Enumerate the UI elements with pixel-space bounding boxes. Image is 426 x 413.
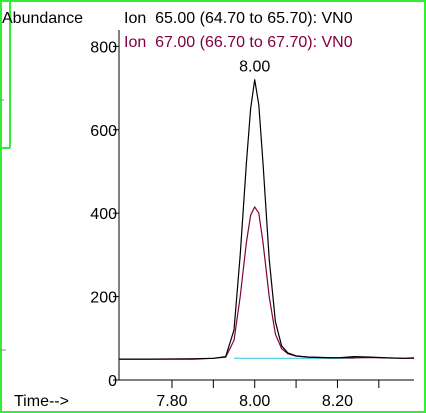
legend-entry-ion-65: Ion 65.00 (64.70 to 65.70): VN0 [124,10,353,27]
x-axis-ticks: 7.80 8.00 8.20 [156,380,380,410]
y-axis-ticks: 0 200 400 600 800 [90,39,119,390]
x-tick-label: 8.00 [239,393,270,410]
y-tick-label: 200 [90,290,117,307]
peak-label: 8.00 [239,59,270,76]
series-line-0 [119,79,415,360]
y-tick-label: 800 [90,39,117,56]
series-line-1 [119,206,414,360]
y-axis-title: Abundance [2,10,83,27]
legend-entry-ion-67: Ion 67.00 (66.70 to 67.70): VN0 [124,34,353,51]
x-tick-label: 7.80 [156,393,187,410]
y-tick-label: 600 [90,123,117,140]
series-layer [119,79,415,360]
annotation-layer: 8.00 [239,59,270,76]
x-axis-title: Time--> [14,393,69,410]
x-tick-label: 8.20 [322,393,353,410]
y-tick-label: 0 [108,373,117,390]
y-tick-label: 400 [90,206,117,223]
